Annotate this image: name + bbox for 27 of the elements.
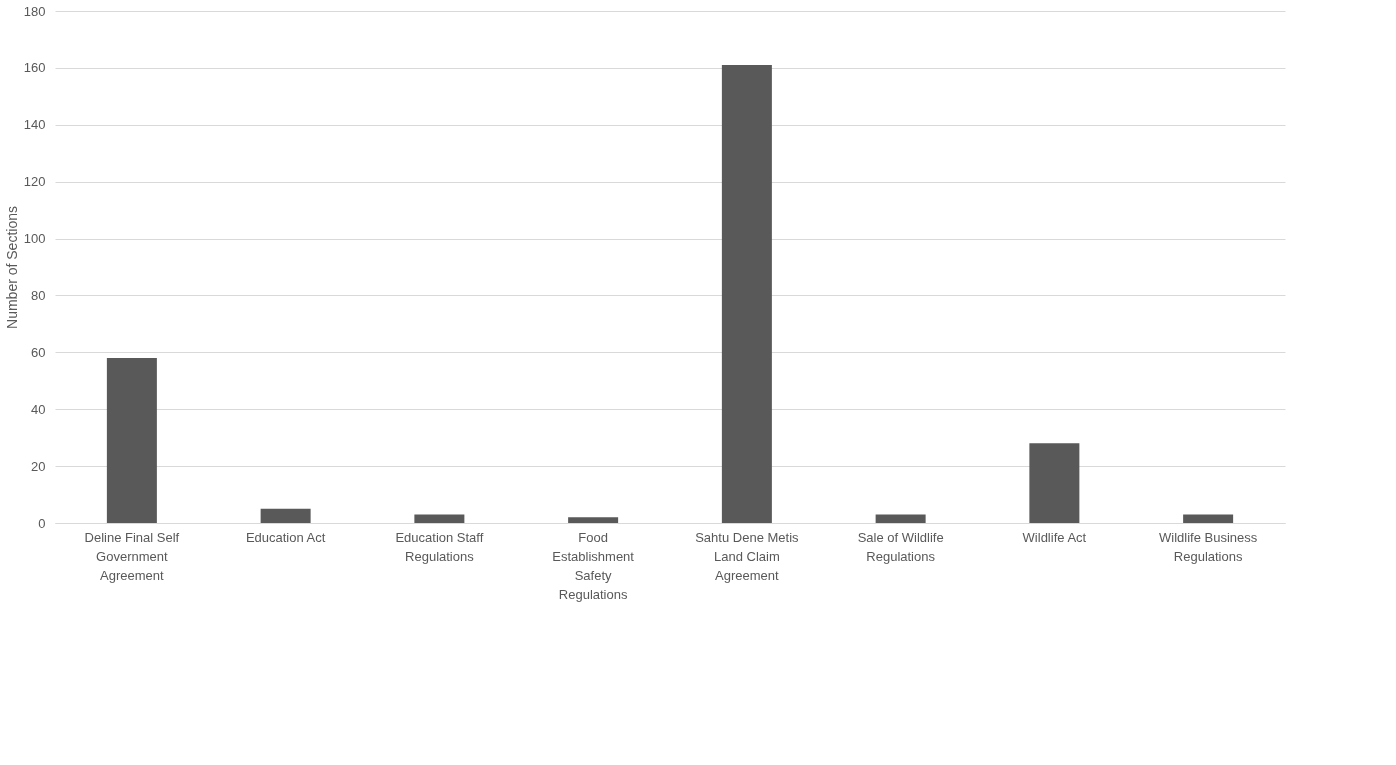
y-tick-label: 60 [31,344,46,360]
bar [106,358,157,523]
y-tick-label: 140 [23,117,46,133]
bar [1029,443,1080,523]
y-tick-label: 40 [31,401,46,417]
y-tick-label: 180 [23,3,46,19]
x-tick-label: Education Act [245,529,326,545]
y-tick-label: 80 [31,287,46,303]
x-tick-label: Sale of Wildlife Regulations [857,529,944,564]
y-tick-label: 0 [38,515,46,531]
bar [875,514,926,523]
y-tick-label: 100 [23,231,46,247]
y-tick-label: 20 [31,458,46,474]
y-tick-label: 120 [23,174,46,190]
x-tick-label: Education Staff Regulations [395,529,484,564]
x-tick-label: Wildlife Business Regulations [1158,529,1258,564]
y-tick-label: 160 [23,60,46,76]
bar [568,517,619,523]
x-tick-label: Sahtu Dene Metis Land Claim Agreement [695,529,800,583]
x-tick-label: Wildlife Act [1022,529,1087,545]
bar [721,65,772,523]
x-tick-label: Deline Final Self Government Agreement [84,529,180,583]
x-tick-label: Food Establishment Safety Regulations [552,529,635,602]
y-axis-title: Number of Sections [3,206,20,329]
bar [1183,514,1234,523]
bar [414,514,465,523]
bar [260,508,311,523]
